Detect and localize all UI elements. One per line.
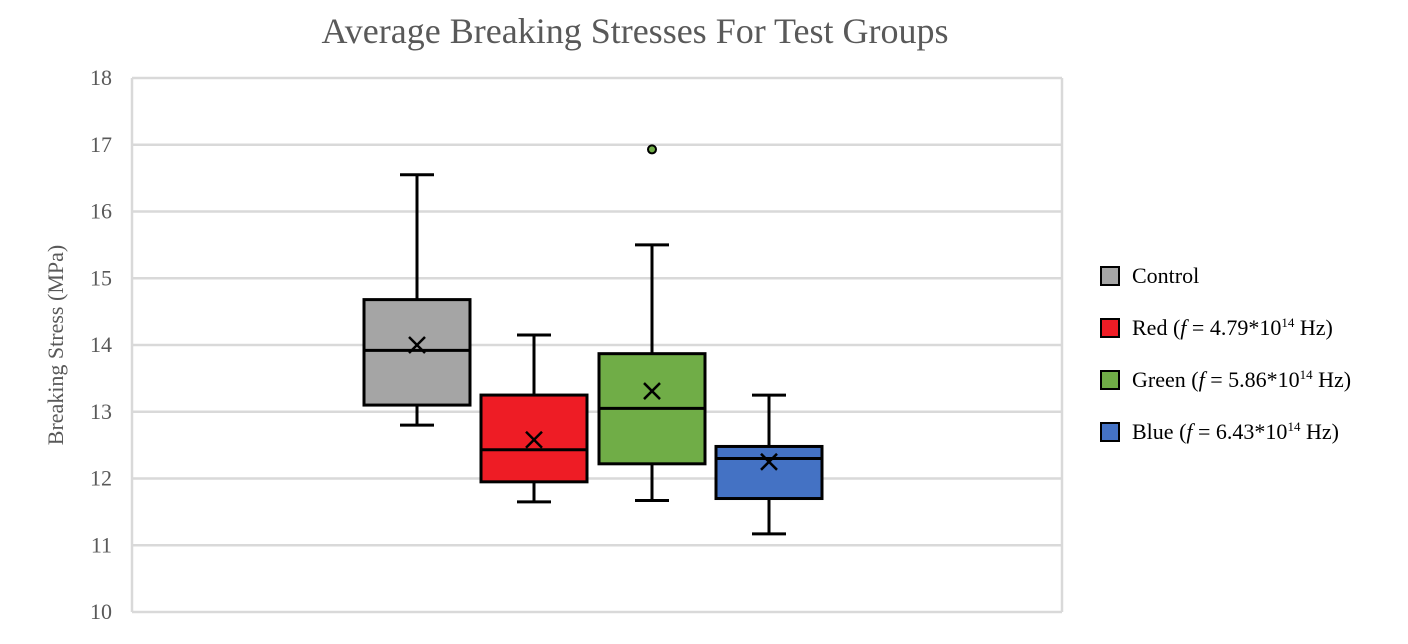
chart-title: Average Breaking Stresses For Test Group… — [321, 11, 949, 51]
legend-swatch-control — [1100, 266, 1120, 286]
legend-swatch-green — [1100, 370, 1120, 390]
y-tick-label: 16 — [90, 199, 112, 224]
box-blue — [714, 444, 824, 501]
legend-item-blue: Blue (f = 6.43*1014 Hz) — [1100, 406, 1351, 458]
legend-label-blue: Blue (f = 6.43*1014 Hz) — [1132, 419, 1339, 444]
legend-label-control: Control — [1132, 263, 1200, 288]
y-tick-label: 13 — [90, 399, 112, 424]
legend-swatch-blue — [1100, 422, 1120, 442]
legend-label-green: Green (f = 5.86*1014 Hz) — [1132, 367, 1352, 392]
y-tick-label: 10 — [90, 599, 112, 624]
mean-marker-control — [408, 336, 426, 354]
y-tick-label: 15 — [90, 265, 112, 290]
y-tick-label: 18 — [90, 65, 112, 90]
legend-swatch-red — [1100, 318, 1120, 338]
mean-marker-red — [525, 430, 543, 449]
legend-item-control: Control — [1100, 250, 1351, 302]
mean-marker-blue — [760, 452, 778, 471]
y-tick-label: 17 — [90, 132, 112, 157]
mean-marker-green — [643, 382, 661, 400]
y-tick-label: 11 — [91, 532, 112, 557]
legend-item-red: Red (f = 4.79*1014 Hz) — [1100, 302, 1351, 354]
y-tick-label: 14 — [90, 332, 112, 357]
outlier-point-green — [647, 144, 657, 155]
y-tick-label: 12 — [90, 466, 112, 491]
legend-label-red: Red (f = 4.79*1014 Hz) — [1132, 315, 1333, 340]
legend: Control Red (f = 4.79*1014 Hz) Green (f … — [1100, 250, 1351, 458]
legend-item-green: Green (f = 5.86*1014 Hz) — [1100, 354, 1351, 406]
box-control — [362, 298, 472, 407]
